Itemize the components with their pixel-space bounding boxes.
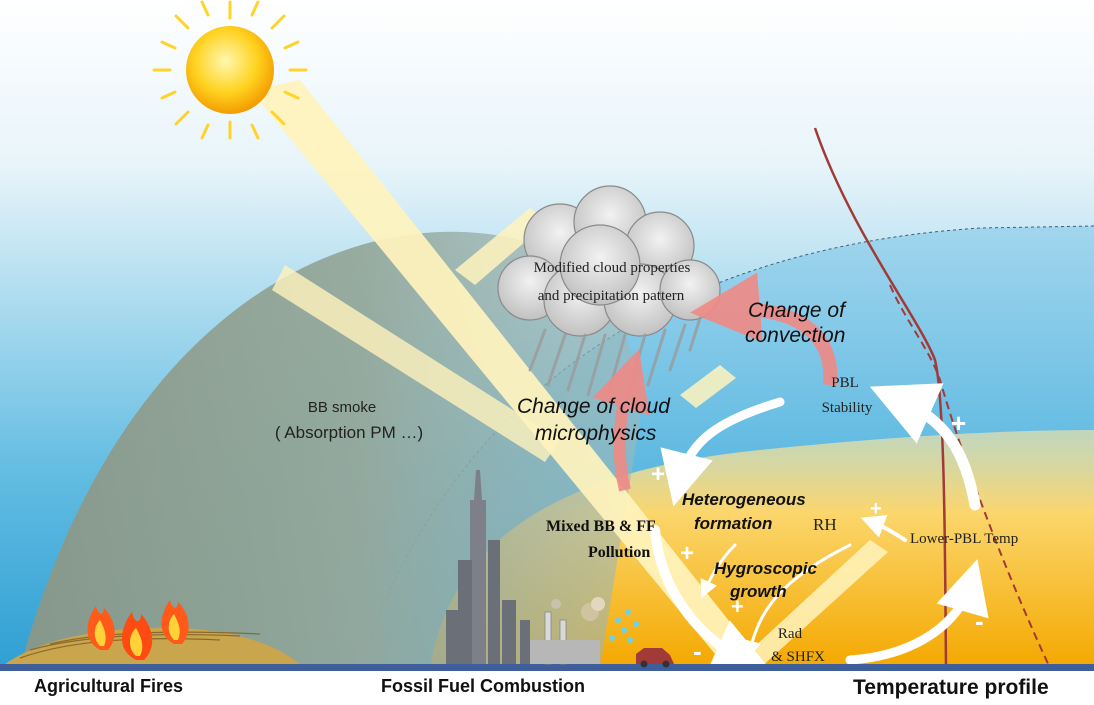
ground-line [0,664,1094,671]
heterogeneous-label-line1: Heterogeneous [682,490,806,509]
bb-smoke-label-line2: ( Absorption PM …) [275,423,423,442]
rad-label-line1: Rad [778,626,803,642]
plus-sign: + [651,461,665,488]
factory-icon [530,597,605,665]
arrow-rh-to-rad [743,543,852,659]
arrow-lower-pbl-to-pbl [869,383,981,511]
change-of-cloud-microphysics-label-line1: Change of cloud [517,395,671,418]
sunbeam-reflection [272,265,560,462]
feedback-arrows [650,383,989,676]
arrow-hygroscopic [700,543,737,599]
heterogeneous-label-line2: formation [694,514,772,533]
arrow-rad-to-lower-pbl [845,559,989,665]
sunbeam-up-right [740,540,888,668]
feedback-signs: + + + + + - - [651,408,984,666]
arrow-lower-pbl-to-rh [860,514,907,542]
change-of-convection-label-line1: Change of [748,299,847,322]
sunbeam-to-cloud [455,208,548,285]
fire-icon [87,600,189,660]
minus-sign: - [693,636,702,666]
plus-sign: + [951,408,966,438]
lower-pbl-temp-label: Lower-PBL Temp [910,531,1018,547]
cloud-label-line2: and precipitation pattern [538,288,685,304]
plus-sign: + [870,498,882,520]
cloud-label-line1: Modified cloud properties [534,260,691,276]
temperature-profile-dashed-line [889,284,1051,669]
mixed-pollution-label-line2: Pollution [588,544,650,561]
hygroscopic-label-line2: growth [729,582,787,601]
minus-sign: - [975,606,984,636]
sunbeam-to-cloud-2 [680,365,736,408]
plus-sign: + [680,540,694,567]
mixed-pollution-label-line1: Mixed BB & FF [546,518,656,535]
arrow-pbl-to-heterogeneous [660,397,785,507]
change-of-cloud-microphysics-arrow [592,349,650,492]
rad-label-line2: & SHFX [771,649,825,665]
aerosol-particles-icon [609,609,639,643]
hygroscopic-label-line1: Hygroscopic [714,559,818,578]
pbl-label-line1: PBL [831,375,859,391]
sunbeam [250,80,760,660]
fossil-fuel-combustion-label: Fossil Fuel Combustion [381,676,586,696]
change-of-convection-label-line2: convection [745,324,845,347]
agricultural-fires-label: Agricultural Fires [34,676,184,696]
city-skyline-icon [446,470,530,664]
pbl-label-line2: Stability [822,400,873,416]
temperature-profile-label: Temperature profile [853,676,1049,699]
plus-sign: + [731,594,744,619]
bb-smoke-label-line1: BB smoke [308,399,376,416]
sun-icon [152,0,308,140]
change-of-convection-arrow [690,272,838,386]
arrow-heterogeneous-down [650,525,773,676]
change-of-cloud-microphysics-label-line2: microphysics [535,422,657,445]
car-icon [636,648,674,668]
rh-label: RH [813,515,837,534]
